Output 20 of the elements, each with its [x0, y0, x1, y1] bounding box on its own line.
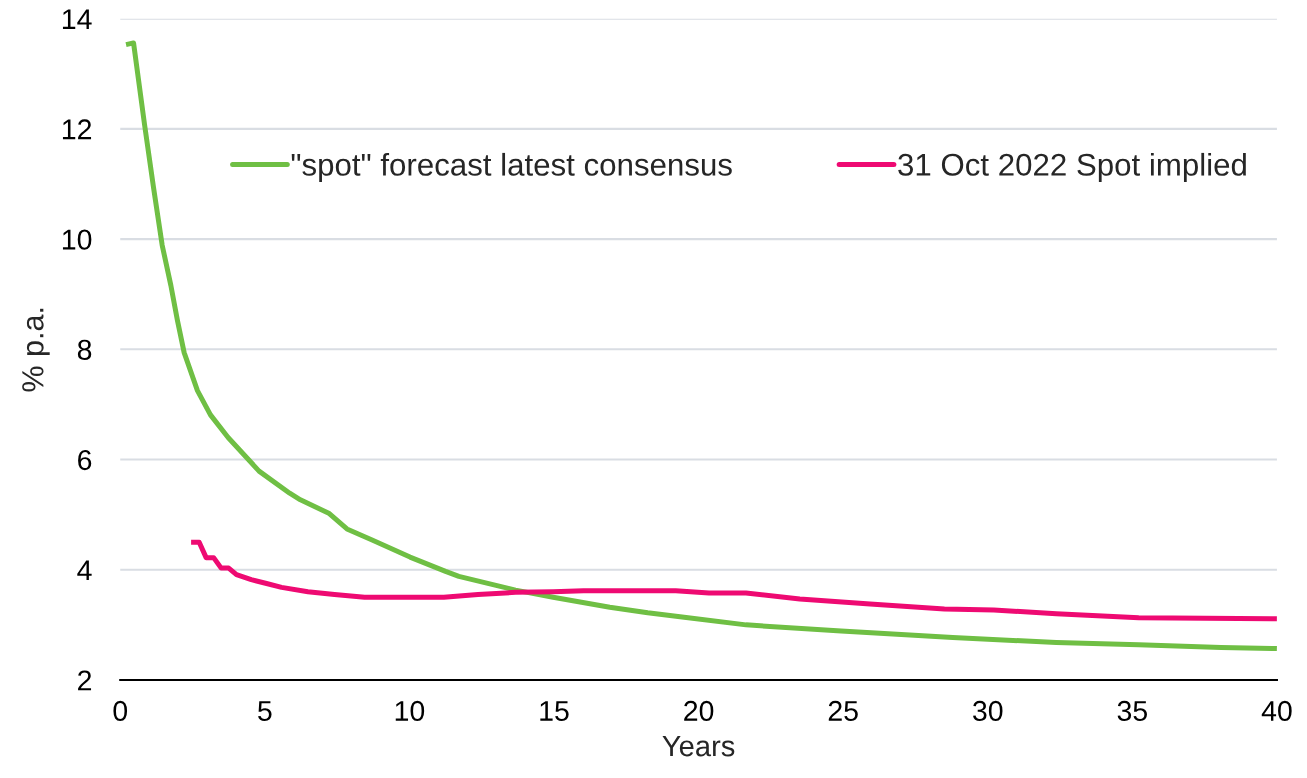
x-tick-label: 30 — [973, 700, 1003, 722]
legend-label: "spot" forecast latest consensus — [291, 152, 732, 183]
x-tick-label: 0 — [113, 700, 128, 722]
x-tick-label: 35 — [1117, 700, 1147, 722]
x-tick-label: 25 — [828, 700, 858, 722]
legend-label: 31 Oct 2022 Spot implied — [898, 152, 1246, 183]
x-tick-label: 40 — [1261, 700, 1292, 722]
x-tick-label: 10 — [395, 700, 425, 722]
y-tick-label: 14 — [62, 9, 92, 29]
y-tick-label: 12 — [62, 119, 92, 140]
y-axis-title: % p.a. — [22, 308, 50, 392]
y-tick-label: 2 — [78, 670, 92, 691]
x-tick-label: 20 — [684, 700, 714, 722]
y-tick-label: 10 — [62, 229, 92, 250]
y-tick-label: 4 — [77, 560, 92, 581]
x-tick-label: 15 — [540, 701, 569, 722]
x-axis-title: Years — [662, 736, 735, 757]
x-tick-label: 5 — [258, 701, 272, 722]
y-tick-label: 6 — [78, 449, 92, 471]
y-tick-label: 8 — [77, 339, 92, 360]
